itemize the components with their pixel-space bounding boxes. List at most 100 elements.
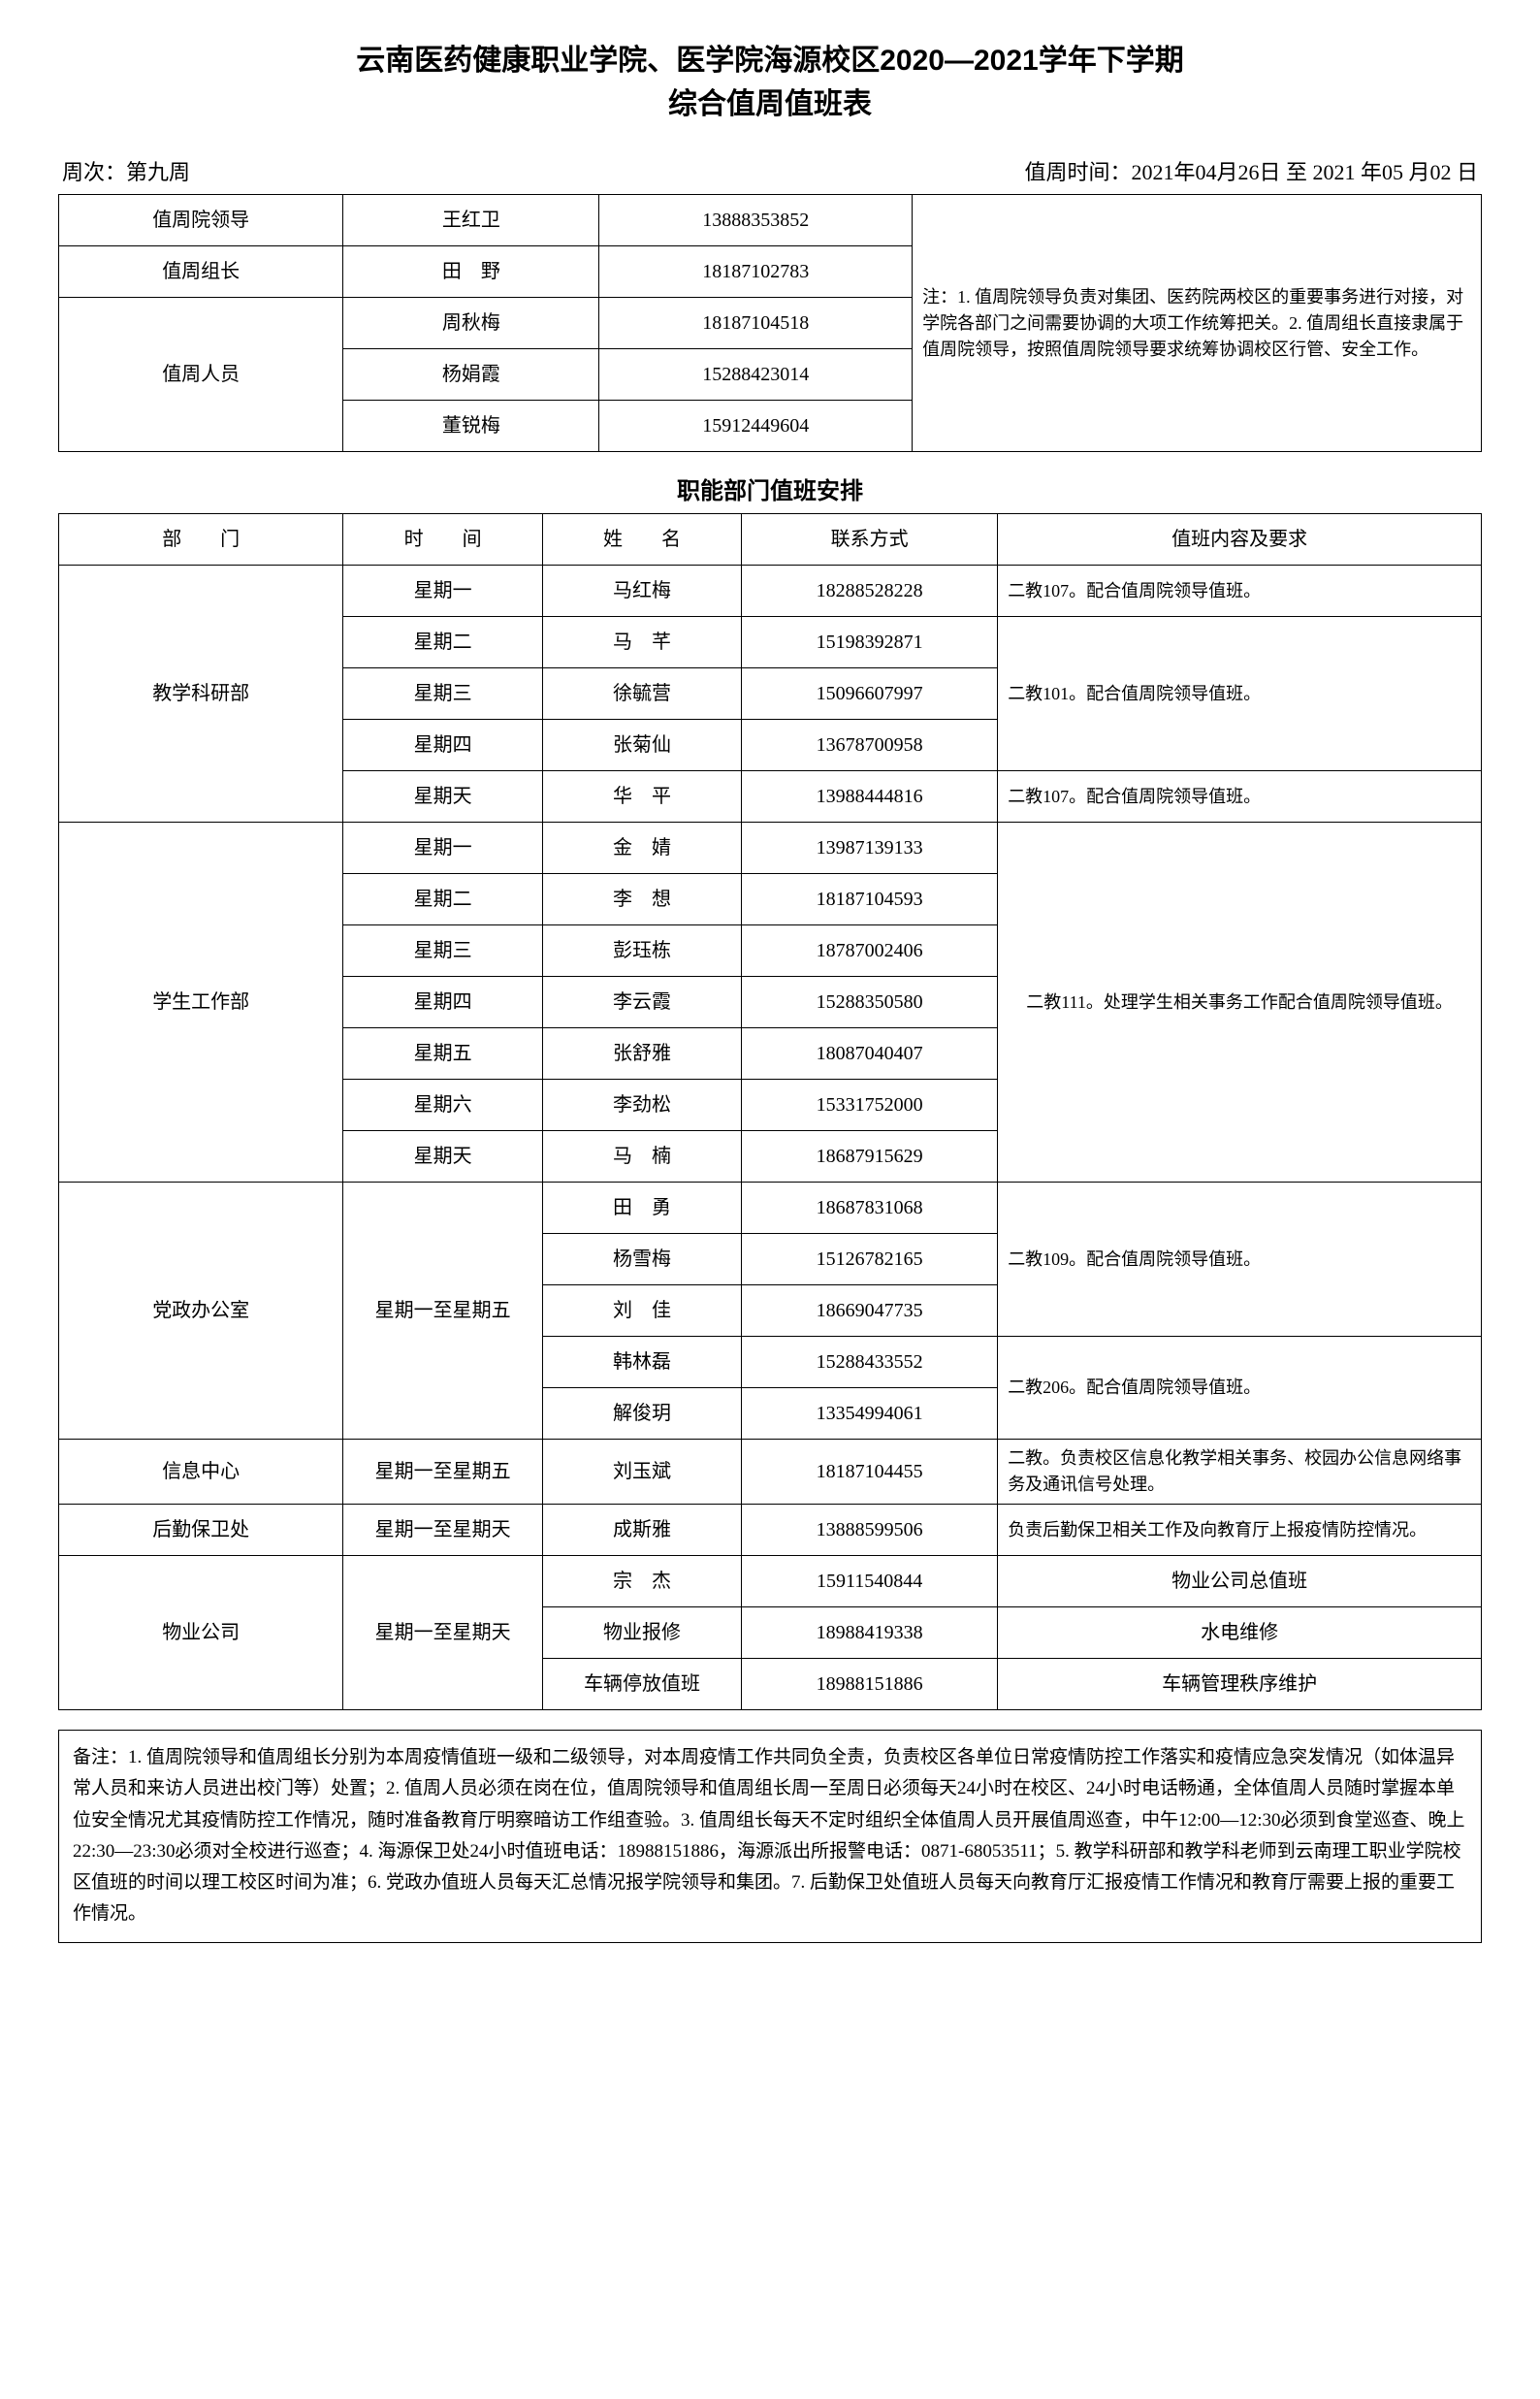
phone-cell: 15288423014 [599, 349, 913, 401]
time-cell: 星期二 [343, 617, 542, 668]
period-label: 值周时间：2021年04月26日 至 2021 年05 月02 日 [1024, 155, 1478, 186]
time-cell: 星期一至星期天 [343, 1556, 542, 1710]
title-line2: 综合值周值班表 [668, 88, 872, 120]
header-dept: 部 门 [59, 514, 343, 566]
name-cell: 解俊玥 [542, 1388, 741, 1440]
phone-cell: 18988151886 [742, 1659, 998, 1710]
title-line1: 云南医药健康职业学院、医学院海源校区2020—2021学年下学期 [356, 45, 1183, 77]
name-cell: 王红卫 [343, 195, 599, 246]
phone-cell: 13678700958 [742, 720, 998, 771]
note-cell: 注：1. 值周院领导负责对集团、医药院两校区的重要事务进行对接，对学院各部门之间… [913, 195, 1482, 452]
header-name: 姓 名 [542, 514, 741, 566]
name-cell: 李劲松 [542, 1080, 741, 1131]
phone-cell: 18988419338 [742, 1607, 998, 1659]
time-cell: 星期三 [343, 668, 542, 720]
time-cell: 星期一至星期五 [343, 1183, 542, 1440]
dept-cell: 学生工作部 [59, 823, 343, 1183]
time-cell: 星期一至星期五 [343, 1440, 542, 1505]
req-cell: 负责后勤保卫相关工作及向教育厅上报疫情防控情况。 [998, 1505, 1482, 1556]
req-cell: 二教101。配合值周院领导值班。 [998, 617, 1482, 771]
table-row: 教学科研部 星期一 马红梅 18288528228 二教107。配合值周院领导值… [59, 566, 1482, 617]
name-cell: 李云霞 [542, 977, 741, 1028]
table-row: 学生工作部 星期一 金 婧 13987139133 二教111。处理学生相关事务… [59, 823, 1482, 874]
dept-cell: 信息中心 [59, 1440, 343, 1505]
name-cell: 金 婧 [542, 823, 741, 874]
name-cell: 成斯雅 [542, 1505, 741, 1556]
name-cell: 刘 佳 [542, 1285, 741, 1337]
req-cell: 二教109。配合值周院领导值班。 [998, 1183, 1482, 1337]
table-header-row: 部 门 时 间 姓 名 联系方式 值班内容及要求 [59, 514, 1482, 566]
phone-cell: 18687915629 [742, 1131, 998, 1183]
phone-cell: 18187104455 [742, 1440, 998, 1505]
name-cell: 杨娟霞 [343, 349, 599, 401]
name-cell: 彭珏栋 [542, 925, 741, 977]
name-cell: 张舒雅 [542, 1028, 741, 1080]
table-row: 值周院领导 王红卫 13888353852 注：1. 值周院领导负责对集团、医药… [59, 195, 1482, 246]
phone-cell: 13888599506 [742, 1505, 998, 1556]
name-cell: 马红梅 [542, 566, 741, 617]
role-cell: 值周人员 [59, 298, 343, 452]
role-cell: 值周院领导 [59, 195, 343, 246]
name-cell: 宗 杰 [542, 1556, 741, 1607]
name-cell: 华 平 [542, 771, 741, 823]
phone-cell: 18669047735 [742, 1285, 998, 1337]
role-cell: 值周组长 [59, 246, 343, 298]
time-cell: 星期一 [343, 823, 542, 874]
section-title: 职能部门值班安排 [58, 471, 1482, 505]
table-row: 信息中心 星期一至星期五 刘玉斌 18187104455 二教。负责校区信息化教… [59, 1440, 1482, 1505]
phone-cell: 18087040407 [742, 1028, 998, 1080]
name-cell: 韩林磊 [542, 1337, 741, 1388]
phone-cell: 13987139133 [742, 823, 998, 874]
table-row: 党政办公室 星期一至星期五 田 勇 18687831068 二教109。配合值周… [59, 1183, 1482, 1234]
req-cell: 二教107。配合值周院领导值班。 [998, 771, 1482, 823]
phone-cell: 18187104518 [599, 298, 913, 349]
table-row: 后勤保卫处 星期一至星期天 成斯雅 13888599506 负责后勤保卫相关工作… [59, 1505, 1482, 1556]
name-cell: 董锐梅 [343, 401, 599, 452]
header-req: 值班内容及要求 [998, 514, 1482, 566]
week-label: 周次：第九周 [62, 155, 190, 186]
phone-cell: 13354994061 [742, 1388, 998, 1440]
name-cell: 田 勇 [542, 1183, 741, 1234]
phone-cell: 15288350580 [742, 977, 998, 1028]
phone-cell: 18687831068 [742, 1183, 998, 1234]
time-cell: 星期一至星期天 [343, 1505, 542, 1556]
name-cell: 车辆停放值班 [542, 1659, 741, 1710]
phone-cell: 15911540844 [742, 1556, 998, 1607]
phone-cell: 18787002406 [742, 925, 998, 977]
time-cell: 星期三 [343, 925, 542, 977]
req-cell: 车辆管理秩序维护 [998, 1659, 1482, 1710]
name-cell: 杨雪梅 [542, 1234, 741, 1285]
phone-cell: 13988444816 [742, 771, 998, 823]
phone-cell: 15288433552 [742, 1337, 998, 1388]
meta-row: 周次：第九周 值周时间：2021年04月26日 至 2021 年05 月02 日 [58, 155, 1482, 186]
name-cell: 马 芊 [542, 617, 741, 668]
name-cell: 物业报修 [542, 1607, 741, 1659]
req-cell: 二教107。配合值周院领导值班。 [998, 566, 1482, 617]
name-cell: 李 想 [542, 874, 741, 925]
req-cell: 二教206。配合值周院领导值班。 [998, 1337, 1482, 1440]
phone-cell: 18288528228 [742, 566, 998, 617]
table-row: 物业公司 星期一至星期天 宗 杰 15911540844 物业公司总值班 [59, 1556, 1482, 1607]
name-cell: 张菊仙 [542, 720, 741, 771]
phone-cell: 18187104593 [742, 874, 998, 925]
header-time: 时 间 [343, 514, 542, 566]
name-cell: 刘玉斌 [542, 1440, 741, 1505]
time-cell: 星期五 [343, 1028, 542, 1080]
time-cell: 星期六 [343, 1080, 542, 1131]
dept-cell: 教学科研部 [59, 566, 343, 823]
time-cell: 星期天 [343, 1131, 542, 1183]
top-table: 值周院领导 王红卫 13888353852 注：1. 值周院领导负责对集团、医药… [58, 194, 1482, 452]
time-cell: 星期四 [343, 720, 542, 771]
page-title: 云南医药健康职业学院、医学院海源校区2020—2021学年下学期 综合值周值班表 [58, 39, 1482, 126]
name-cell: 徐毓营 [542, 668, 741, 720]
dept-table: 部 门 时 间 姓 名 联系方式 值班内容及要求 教学科研部 星期一 马红梅 1… [58, 513, 1482, 1710]
req-cell: 物业公司总值班 [998, 1556, 1482, 1607]
dept-cell: 党政办公室 [59, 1183, 343, 1440]
name-cell: 田 野 [343, 246, 599, 298]
time-cell: 星期二 [343, 874, 542, 925]
phone-cell: 15331752000 [742, 1080, 998, 1131]
req-cell: 水电维修 [998, 1607, 1482, 1659]
name-cell: 周秋梅 [343, 298, 599, 349]
time-cell: 星期天 [343, 771, 542, 823]
remarks-box: 备注：1. 值周院领导和值周组长分别为本周疫情值班一级和二级领导，对本周疫情工作… [58, 1730, 1482, 1943]
